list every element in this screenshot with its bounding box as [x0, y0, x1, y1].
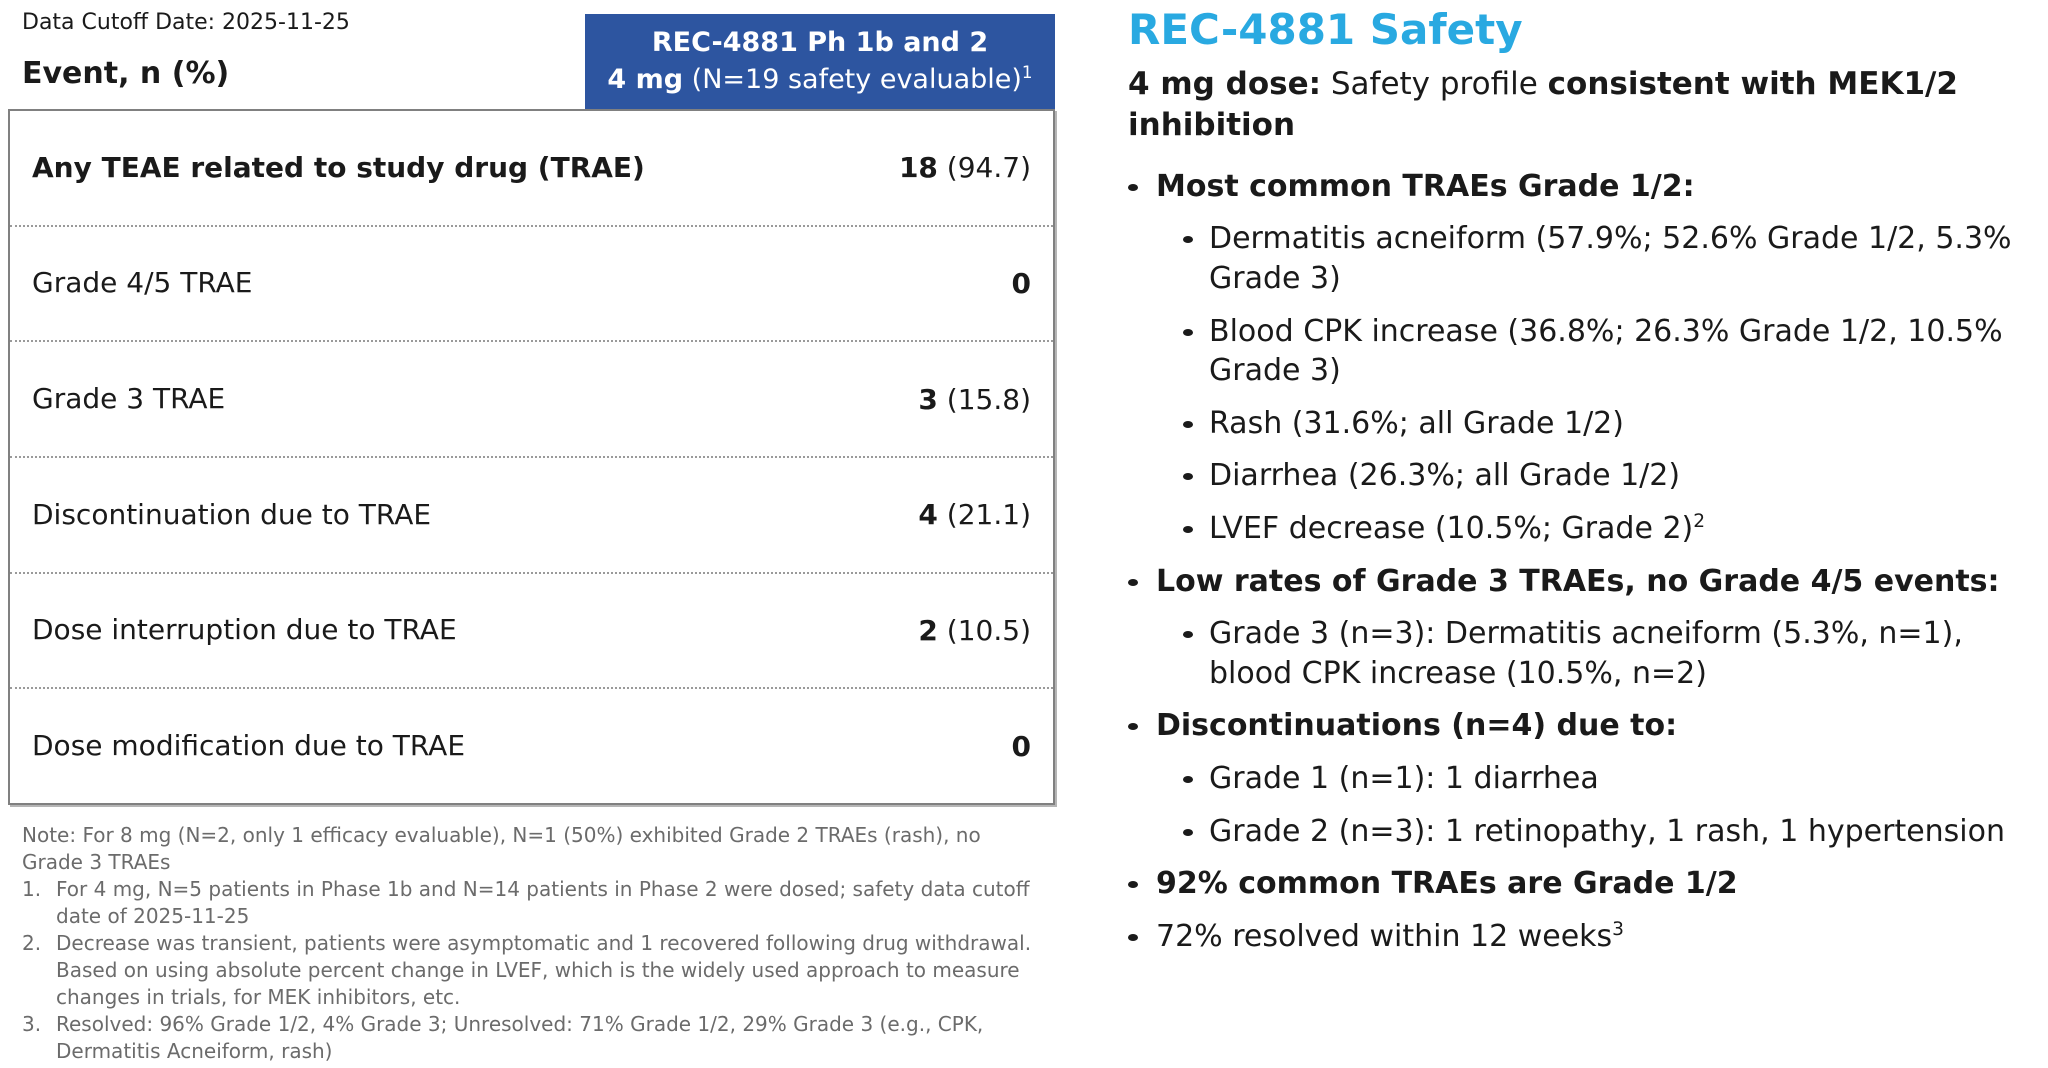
footnote-item: 2. Decrease was transient, patients were… — [22, 930, 1038, 1010]
bullet-subitem: Grade 2 (n=3): 1 retinopathy, 1 rash, 1 … — [1183, 812, 2044, 852]
row-value: 2 (10.5) — [918, 614, 1031, 648]
bullet-text: Diarrhea (26.3%; all Grade 1/2) — [1209, 458, 1681, 494]
bullet-icon — [1183, 526, 1193, 534]
bullet-text: Grade 1 (n=1): 1 diarrhea — [1209, 761, 1599, 797]
bullet-list: Most common TRAEs Grade 1/2: Dermatitis … — [1128, 167, 2044, 957]
bullet-subitem: Grade 1 (n=1): 1 diarrhea — [1183, 759, 2044, 799]
footnote-ref-2: 2 — [1693, 511, 1706, 533]
column-header-line1: REC-4881 Ph 1b and 2 — [651, 27, 989, 59]
bullet-subitem: Dermatitis acneiform (57.9%; 52.6% Grade… — [1183, 219, 2044, 298]
footnote-text: For 4 mg, N=5 patients in Phase 1b and N… — [56, 877, 1030, 928]
bullet-text: Rash (31.6%; all Grade 1/2) — [1209, 405, 1624, 441]
footnote-note: Note: For 8 mg (N=2, only 1 efficacy eva… — [22, 823, 981, 874]
bullet-icon — [1128, 578, 1138, 586]
row-label: Dose interruption due to TRAE — [32, 613, 457, 647]
table-row: Dose interruption due to TRAE 2 (10.5) — [10, 571, 1053, 688]
bullet-icon — [1183, 828, 1193, 836]
bullet-text: Most common TRAEs Grade 1/2: — [1156, 168, 1695, 204]
bullet-subitem: Diarrhea (26.3%; all Grade 1/2) — [1183, 456, 2044, 496]
bullet-text: 92% common TRAEs are Grade 1/2 — [1156, 866, 1738, 902]
bullet-icon — [1183, 631, 1193, 639]
footnote-number: 2. — [22, 931, 42, 956]
bullet-text: Grade 2 (n=3): 1 retinopathy, 1 rash, 1 … — [1209, 813, 2006, 849]
row-label: Grade 4/5 TRAE — [32, 266, 253, 300]
column-header-line2: 4 mg (N=19 safety evaluable)1 — [607, 61, 1032, 98]
row-label: Discontinuation due to TRAE — [32, 497, 432, 531]
subtitle: 4 mg dose: Safety profile consistent wit… — [1128, 64, 2044, 145]
bullet-subitem: LVEF decrease (10.5%; Grade 2)2 — [1183, 509, 2044, 549]
table-row: Any TEAE related to study drug (TRAE) 18… — [10, 111, 1053, 225]
bullet-item: 92% common TRAEs are Grade 1/2 — [1128, 864, 2044, 904]
dose-label: 4 mg — [607, 64, 684, 95]
page-title: REC-4881 Safety — [1128, 5, 1523, 54]
footnote-item: 1. For 4 mg, N=5 patients in Phase 1b an… — [22, 876, 1038, 929]
table-row: Grade 4/5 TRAE 0 — [10, 224, 1053, 341]
bullet-text: Low rates of Grade 3 TRAEs, no Grade 4/5… — [1156, 563, 2000, 599]
table-row: Grade 3 TRAE 3 (15.8) — [10, 340, 1053, 456]
bullet-text: LVEF decrease (10.5%; Grade 2)2 — [1209, 511, 1706, 547]
bullet-subitem: Rash (31.6%; all Grade 1/2) — [1183, 404, 2044, 444]
bullet-icon — [1183, 236, 1193, 244]
bullet-icon — [1128, 183, 1138, 191]
row-label: Grade 3 TRAE — [32, 381, 226, 415]
safety-events-table: Any TEAE related to study drug (TRAE) 18… — [8, 109, 1055, 805]
footnote-item: 3. Resolved: 96% Grade 1/2, 4% Grade 3; … — [22, 1011, 1038, 1064]
safety-summary-panel: REC-4881 Safety 4 mg dose: Safety profil… — [1128, 5, 2044, 957]
footnote-ref-3: 3 — [1612, 918, 1624, 940]
bullet-text: 72% resolved within 12 weeks3 — [1156, 918, 1624, 954]
footnote-ref-1: 1 — [1021, 62, 1033, 82]
subtitle-dose: 4 mg dose: — [1128, 66, 1322, 103]
footnote-text: Resolved: 96% Grade 1/2, 4% Grade 3; Unr… — [56, 1012, 984, 1063]
bullet-icon — [1183, 328, 1193, 336]
footnotes: Note: For 8 mg (N=2, only 1 efficacy eva… — [22, 822, 1038, 1064]
bullet-text: Blood CPK increase (36.8%; 26.3% Grade 1… — [1209, 313, 2003, 389]
bullet-icon — [1128, 881, 1138, 889]
bullet-text: Grade 3 (n=3): Dermatitis acneiform (5.3… — [1209, 616, 1963, 691]
bullet-item: Most common TRAEs Grade 1/2: — [1128, 167, 2044, 207]
bullet-icon — [1183, 420, 1193, 428]
bullet-icon — [1128, 933, 1138, 941]
data-cutoff-date: Data Cutoff Date: 2025-11-25 — [22, 10, 350, 35]
row-value: 0 — [1011, 267, 1031, 300]
bullet-item: 72% resolved within 12 weeks3 — [1128, 917, 2044, 957]
bullet-item: Discontinuations (n=4) due to: — [1128, 706, 2044, 746]
row-value: 3 (15.8) — [918, 382, 1031, 416]
row-value: 0 — [1011, 729, 1031, 763]
bullet-item: Low rates of Grade 3 TRAEs, no Grade 4/5… — [1128, 562, 2044, 602]
bullet-icon — [1183, 776, 1193, 784]
row-label: Dose modification due to TRAE — [32, 729, 466, 762]
row-value: 4 (21.1) — [918, 498, 1031, 532]
bullet-icon — [1128, 723, 1138, 731]
table-row: Discontinuation due to TRAE 4 (21.1) — [10, 456, 1053, 572]
footnote-text: Decrease was transient, patients were as… — [56, 931, 1032, 1009]
subtitle-regular: Safety profile — [1321, 66, 1548, 103]
n-evaluable-label: (N=19 safety evaluable) — [683, 64, 1022, 95]
table-row: Dose modification due to TRAE 0 — [10, 687, 1053, 803]
row-value: 18 (94.7) — [898, 151, 1031, 185]
row-label: Any TEAE related to study drug (TRAE) — [32, 150, 645, 184]
table-column-header: REC-4881 Ph 1b and 2 4 mg (N=19 safety e… — [585, 14, 1055, 109]
bullet-text: Discontinuations (n=4) due to: — [1156, 708, 1678, 744]
bullet-subitem: Blood CPK increase (36.8%; 26.3% Grade 1… — [1183, 312, 2044, 391]
table-row-header-label: Event, n (%) — [22, 56, 230, 91]
subtitle-emphasis: consistent with MEK1/2 inhibition — [1128, 66, 1958, 143]
footnote-number: 1. — [22, 877, 42, 902]
bullet-text: Dermatitis acneiform (57.9%; 52.6% Grade… — [1209, 221, 2012, 297]
footnote-number: 3. — [22, 1012, 42, 1037]
bullet-subitem: Grade 3 (n=3): Dermatitis acneiform (5.3… — [1183, 614, 2044, 693]
bullet-icon — [1183, 473, 1193, 481]
